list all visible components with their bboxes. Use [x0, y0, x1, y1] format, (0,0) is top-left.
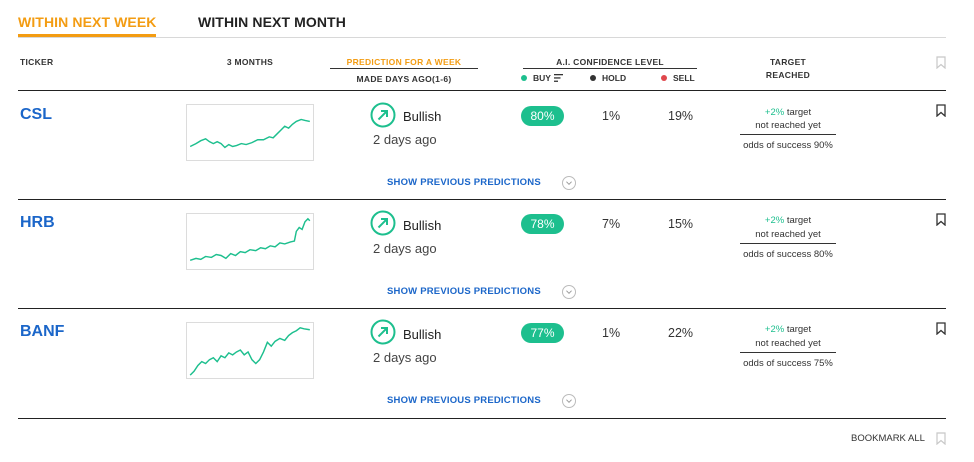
- divider: [18, 199, 946, 200]
- header-confidence-line: [523, 68, 697, 69]
- sell-dot-icon: [661, 75, 667, 81]
- bullish-arrow-icon: [370, 102, 396, 128]
- header-3-months: 3 MONTHS: [226, 57, 274, 67]
- prediction-label: Bullish: [403, 327, 442, 342]
- sell-percent: 22%: [668, 326, 694, 340]
- prediction-days-ago: 2 days ago: [373, 350, 437, 365]
- ticker-link[interactable]: HRB: [20, 214, 55, 231]
- legend-hold: HOLD: [590, 73, 626, 83]
- header-prediction: PREDICTION FOR A WEEK: [346, 57, 462, 67]
- sell-percent: 19%: [668, 109, 694, 123]
- bookmark-icon[interactable]: [936, 213, 946, 226]
- show-previous-predictions-link[interactable]: SHOW PREVIOUS PREDICTIONS: [387, 177, 541, 188]
- header-target: TARGET: [769, 57, 807, 67]
- bookmark-icon[interactable]: [936, 322, 946, 335]
- hold-percent: 7%: [602, 217, 621, 231]
- target-not-reached: not reached yet: [740, 338, 836, 353]
- legend-sell: SELL: [661, 73, 695, 83]
- odds-of-success: odds of success 90%: [743, 140, 833, 151]
- target-text: +2% target: [740, 324, 836, 335]
- show-previous-predictions-link[interactable]: SHOW PREVIOUS PREDICTIONS: [387, 286, 541, 297]
- buy-confidence-badge: 77%: [521, 323, 564, 343]
- chevron-down-icon[interactable]: [562, 176, 576, 190]
- bullish-arrow-icon: [370, 319, 396, 345]
- sparkline-chart: [186, 104, 314, 161]
- divider: [18, 418, 946, 419]
- legend-sell-label: SELL: [673, 73, 695, 83]
- sell-percent: 15%: [668, 217, 694, 231]
- tab-within-next-week[interactable]: WITHIN NEXT WEEK: [18, 14, 157, 37]
- hold-dot-icon: [590, 75, 596, 81]
- prediction-days-ago: 2 days ago: [373, 132, 437, 147]
- tab-bar: WITHIN NEXT WEEK WITHIN NEXT MONTH: [18, 14, 946, 38]
- bookmark-icon[interactable]: [936, 104, 946, 117]
- header-ticker: TICKER: [20, 57, 54, 67]
- divider: [18, 90, 946, 91]
- divider: [18, 308, 946, 309]
- ticker-link[interactable]: CSL: [20, 106, 52, 123]
- prediction-days-ago: 2 days ago: [373, 241, 437, 256]
- target-text: +2% target: [740, 107, 836, 118]
- sparkline-chart: [186, 322, 314, 379]
- target-word: target: [786, 324, 812, 335]
- legend-buy[interactable]: BUY: [521, 73, 563, 83]
- header-confidence: A.I. CONFIDENCE LEVEL: [556, 57, 664, 67]
- show-previous-predictions-link[interactable]: SHOW PREVIOUS PREDICTIONS: [387, 395, 541, 406]
- target-word: target: [786, 215, 812, 226]
- target-percent: +2%: [764, 324, 785, 335]
- hold-percent: 1%: [602, 109, 621, 123]
- target-percent: +2%: [764, 107, 785, 118]
- chevron-down-icon[interactable]: [562, 285, 576, 299]
- target-text: +2% target: [740, 215, 836, 226]
- target-not-reached: not reached yet: [740, 120, 836, 135]
- bookmark-header-icon[interactable]: [936, 56, 946, 69]
- odds-of-success: odds of success 80%: [743, 249, 833, 260]
- ticker-link[interactable]: BANF: [20, 323, 65, 340]
- prediction-label: Bullish: [403, 109, 442, 124]
- header-prediction-line: [330, 68, 478, 69]
- sparkline-chart: [186, 213, 314, 270]
- tab-within-next-month[interactable]: WITHIN NEXT MONTH: [198, 14, 346, 30]
- buy-confidence-badge: 78%: [521, 214, 564, 234]
- legend-buy-label: BUY: [533, 73, 551, 83]
- target-percent: +2%: [764, 215, 785, 226]
- bookmark-all-button[interactable]: BOOKMARK ALL: [851, 433, 925, 444]
- hold-percent: 1%: [602, 326, 621, 340]
- buy-dot-icon: [521, 75, 527, 81]
- target-not-reached: not reached yet: [740, 229, 836, 244]
- chevron-down-icon[interactable]: [562, 394, 576, 408]
- header-reached: REACHED: [765, 70, 811, 80]
- sort-icon: [553, 74, 563, 82]
- odds-of-success: odds of success 75%: [743, 358, 833, 369]
- header-made-days: MADE DAYS AGO(1-6): [356, 74, 452, 84]
- target-word: target: [786, 107, 812, 118]
- legend-hold-label: HOLD: [602, 73, 627, 83]
- bullish-arrow-icon: [370, 210, 396, 236]
- bookmark-all-icon[interactable]: [936, 432, 946, 445]
- buy-confidence-badge: 80%: [521, 106, 564, 126]
- prediction-label: Bullish: [403, 218, 442, 233]
